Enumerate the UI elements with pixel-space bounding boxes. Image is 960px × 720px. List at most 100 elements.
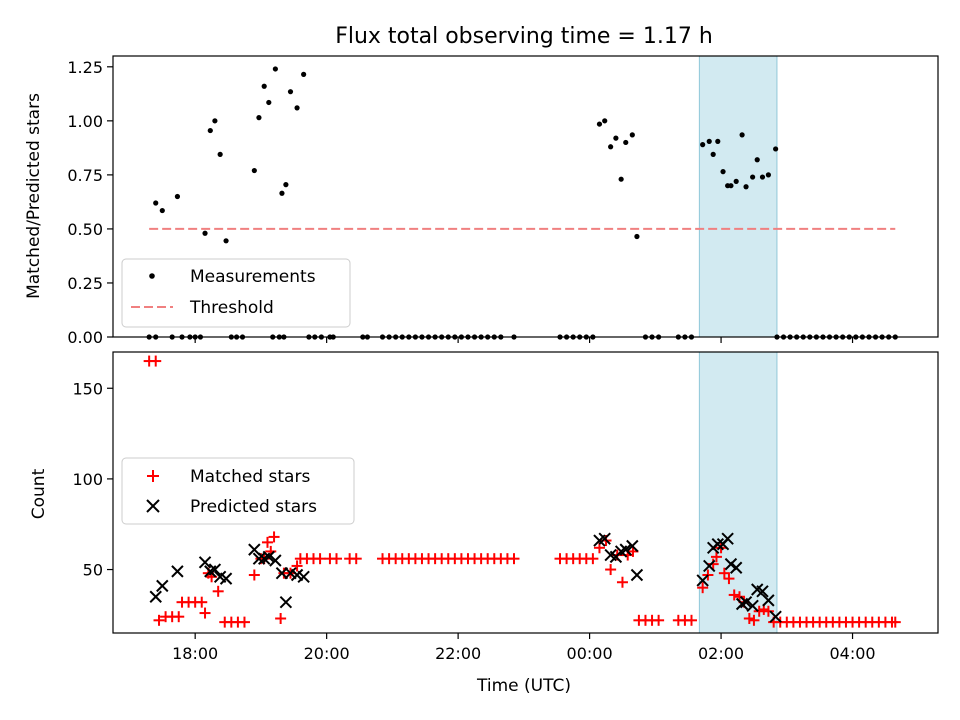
predicted-star-point [149, 590, 162, 603]
predicted-star-point [630, 568, 644, 582]
predicted-star-point [297, 570, 310, 584]
predicted-star-point [735, 597, 749, 611]
matched-star-point [314, 553, 326, 565]
y-tick-label: 0.25 [67, 274, 103, 293]
predicted-star-point [769, 610, 782, 623]
predicted-star-point [746, 599, 759, 613]
predicted-marker-b [696, 574, 709, 587]
x-tick-label: 02:00 [698, 644, 744, 663]
predicted-marker-b [724, 557, 738, 571]
predicted-marker-b [630, 568, 644, 582]
matched-star-point [261, 536, 273, 548]
predicted-marker-b [604, 548, 617, 562]
predicted-marker-b [756, 585, 769, 598]
matched-star-point [653, 614, 665, 626]
measurement-point [174, 193, 181, 200]
predicted-star-point [269, 554, 282, 567]
measurement-point [739, 132, 745, 138]
predicted-marker-b [739, 595, 753, 609]
measurement-point [715, 138, 721, 144]
predicted-marker-b [721, 532, 734, 545]
predicted-star-point [156, 579, 169, 593]
predicted-marker-b [598, 532, 611, 545]
measurement-point [223, 238, 229, 244]
legend-label-threshold: Threshold [189, 298, 274, 318]
measurement-point [773, 146, 779, 152]
predicted-star-point [219, 572, 233, 585]
matched-star-point [350, 553, 362, 565]
count-panel: 50 100 150 18:00 20:00 22:00 00:00 02:00 04:00 C… [29, 351, 939, 663]
y-tick-label: 50 [83, 561, 103, 580]
y-tick-label: 150 [72, 379, 103, 398]
predicted-star-point [262, 550, 276, 564]
matched-star-point [710, 551, 722, 563]
matched-star-point [728, 589, 740, 601]
measurement-point [207, 127, 213, 134]
count-panel-legend: Matched stars Predicted stars [121, 457, 355, 525]
matched-star-point [748, 614, 760, 626]
ratio-panel-legend: Measurements Threshold [121, 258, 351, 328]
matched-star-point [723, 573, 735, 585]
predicted-star-point [756, 585, 769, 598]
matched-star-point [697, 582, 709, 594]
measurement-point [759, 174, 766, 180]
matched-star-point [173, 611, 185, 623]
predicted-marker-b [252, 552, 266, 565]
plot-frame [112, 55, 939, 338]
predicted-marker-b [208, 563, 222, 576]
x-tick-label: 22:00 [435, 644, 481, 663]
predicted-marker-b [279, 595, 293, 609]
y-tick-label: 0.00 [67, 328, 103, 347]
plot-frame [112, 351, 939, 634]
predicted-star-point [721, 532, 734, 545]
predicted-marker-b [746, 599, 759, 613]
measurement-point [706, 138, 712, 144]
measurement-point [700, 142, 706, 148]
measurement-point [754, 157, 760, 163]
count-panel-axes: 50 100 150 18:00 20:00 22:00 00:00 02:00 04:00 [72, 351, 939, 663]
matched-star-point [616, 576, 628, 588]
predicted-marker-b [297, 570, 310, 584]
measurement-point [750, 174, 756, 180]
measurement-point [629, 132, 635, 138]
predicted-marker-b [703, 559, 716, 573]
predicted-star-point [724, 557, 738, 571]
measurement-point [266, 99, 272, 106]
matched-star-point [291, 560, 303, 572]
measurement-point [287, 89, 294, 95]
matched-star-point [268, 531, 280, 543]
predicted-star-point [626, 539, 639, 553]
matched-star-point [889, 616, 901, 628]
predicted-stars-series [149, 532, 782, 623]
measurement-point [728, 183, 734, 189]
ratio-panel-ylabel: Matched/Predicted stars [24, 93, 44, 299]
predicted-marker-b [711, 537, 724, 551]
measurement-point [720, 169, 726, 175]
predicted-marker-b [762, 594, 775, 607]
predicted-star-point [252, 552, 266, 565]
measurement-point [153, 200, 159, 206]
predicted-marker-b [269, 554, 282, 567]
measurement-point [608, 144, 614, 150]
legend-box [121, 457, 355, 525]
measurement-point [743, 184, 749, 190]
predicted-marker-b [149, 590, 162, 603]
y-tick-label: 0.75 [67, 166, 103, 185]
chart-title: Flux total observing time = 1.17 h [335, 24, 713, 49]
matched-star-point [199, 607, 211, 619]
predicted-marker-b [735, 597, 749, 611]
matched-star-point [685, 614, 697, 626]
predicted-marker-b [171, 565, 184, 578]
measurement-point [301, 71, 307, 77]
x-tick-label: 04:00 [829, 644, 875, 663]
matched-star-point [605, 564, 617, 576]
measurement-point [272, 66, 278, 72]
predicted-marker-b [290, 568, 304, 582]
predicted-marker-b [219, 572, 233, 585]
matched-star-point [196, 596, 208, 608]
matched-star-point [587, 553, 599, 565]
matched-star-point [153, 614, 165, 626]
x-tick-label: 18:00 [172, 644, 218, 663]
ratio-panel-axes: 0.00 0.25 0.50 0.75 1.00 1.25 [67, 55, 939, 347]
